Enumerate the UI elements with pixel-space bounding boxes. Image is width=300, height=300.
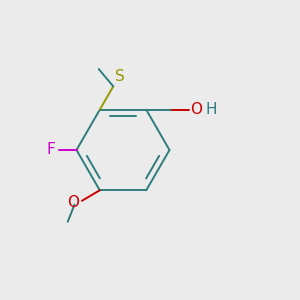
Text: O: O [67, 195, 79, 210]
Text: H: H [206, 102, 217, 117]
Text: F: F [47, 142, 56, 158]
Text: O: O [190, 102, 202, 117]
Text: S: S [115, 69, 124, 84]
